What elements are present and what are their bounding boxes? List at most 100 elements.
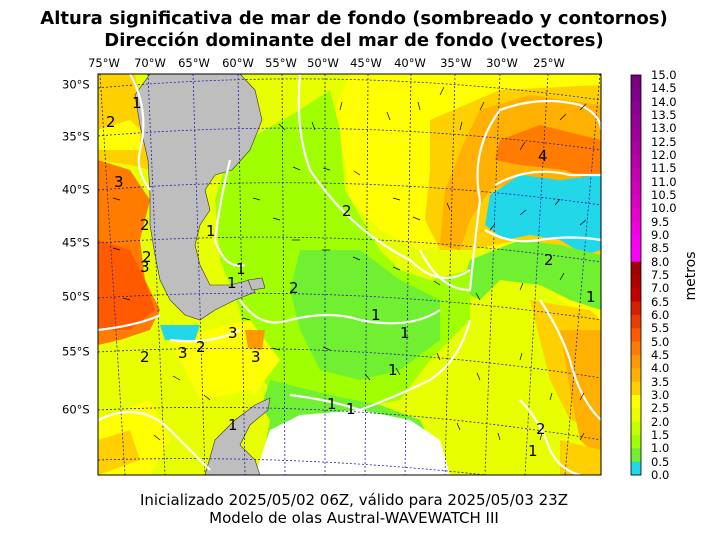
antarctic-ice	[255, 410, 450, 475]
colorbar-tick-label: 14.5	[651, 81, 677, 96]
contour-label: 3	[251, 348, 261, 366]
colorbar-tick-label: 14.0	[651, 94, 677, 109]
colorbar-tick-label: 12.5	[651, 134, 677, 149]
contour-labels: 1 2 3 2 1 1 1 2 1 1 2 3 3 2 3 1 1 1 4 2 …	[106, 94, 596, 460]
colorbar-tick-label: 11.5	[651, 161, 677, 176]
colorbar-cell	[631, 88, 641, 103]
colorbar-cell	[631, 448, 641, 463]
field-0-drake-cyan	[160, 325, 200, 340]
colorbar-cell	[631, 128, 641, 143]
lon-tick: 30°W	[486, 56, 518, 70]
direction-vectors	[112, 86, 587, 441]
land-antarctic-peninsula	[204, 397, 271, 475]
colorbar-tick-label: 6.0	[651, 308, 670, 322]
colorbar-cell	[631, 248, 641, 263]
contour-label: 1	[346, 400, 356, 418]
contour-label: 2	[342, 202, 352, 220]
lon-tick: 35°W	[440, 56, 472, 70]
contour-label: 4	[538, 147, 548, 165]
colorbar-cell	[631, 381, 641, 396]
colorbar-cell	[631, 275, 641, 289]
lat-tick: 60°S	[62, 402, 90, 417]
colorbar-cell	[631, 235, 641, 249]
colorbar-tick-label: 12.0	[651, 148, 677, 162]
colorbar-unit-label: metros	[683, 251, 699, 301]
colorbar-tick-label: 4.0	[651, 361, 670, 376]
lat-tick: 50°S	[62, 289, 90, 304]
colorbar-tick-label: 5.0	[651, 334, 670, 349]
colorbar-tick-label: 7.5	[651, 268, 670, 282]
colorbar-cell	[631, 368, 641, 383]
colorbar-cell	[631, 195, 641, 209]
colorbar-tick-label: 11.0	[651, 174, 677, 189]
colorbar-cell	[631, 261, 641, 276]
colorbar-frame	[630, 74, 642, 476]
contour-label: 2	[196, 338, 206, 356]
contour-label: 3	[140, 258, 150, 276]
colorbar-cell	[631, 155, 641, 169]
contour-label: 1	[327, 395, 337, 413]
lat-tick: 45°S	[62, 235, 90, 250]
field-3-south-corner	[560, 440, 601, 475]
footer-line-2: Modelo de olas Austral-WAVEWATCH III	[209, 509, 499, 527]
field-0-east-cyan	[485, 175, 601, 255]
colorbar-cell	[631, 341, 641, 356]
title-line-1: Altura significativa de mar de fondo (so…	[40, 8, 668, 29]
colorbar-cell	[631, 168, 641, 183]
colorbar-cell	[631, 435, 641, 449]
colorbar-cell	[631, 301, 641, 316]
lon-tick: 40°W	[394, 56, 426, 70]
field-2-5-northwest	[98, 120, 140, 150]
contour-label: 3	[178, 344, 188, 362]
lon-tick: 75°W	[88, 56, 120, 70]
contour-label: 2	[140, 216, 150, 234]
colorbar-cell	[631, 328, 641, 343]
colorbar-cell	[631, 75, 641, 89]
lat-tick: 35°S	[62, 129, 90, 144]
contour-label: 1	[528, 442, 538, 460]
contour-label: 1	[228, 416, 238, 434]
colorbar-tick-label: 5.5	[651, 321, 670, 336]
field-5-pacific	[98, 240, 155, 330]
colorbar-cell	[631, 221, 641, 236]
field-0-5-central	[290, 250, 440, 380]
colorbar-cell	[631, 421, 641, 436]
contour-label: 1	[206, 222, 216, 240]
contour-label: 1	[132, 94, 142, 112]
footer-line-1: Inicializado 2025/05/02 06Z, válido para…	[140, 491, 568, 509]
colorbar-tick-label: 10.5	[651, 188, 677, 202]
contour-label: 2	[289, 279, 299, 297]
colorbar-tick-label: 3.0	[651, 388, 670, 402]
colorbar-cell	[631, 141, 641, 156]
contour-label: 2	[106, 113, 116, 131]
contour-label: 1	[371, 306, 381, 324]
colorbar-tick-label: 9.5	[651, 214, 670, 229]
colorbar-tick-label: 0.5	[651, 454, 670, 469]
lat-tick: 40°S	[62, 182, 90, 197]
colorbar-cell	[631, 408, 641, 423]
field-0-5-east-green	[460, 240, 601, 310]
contour-label: 2	[140, 348, 150, 366]
contour-label: 2	[142, 248, 152, 266]
colorbar-cell	[631, 395, 641, 409]
lon-tick: 65°W	[178, 56, 210, 70]
lon-tick: 50°W	[307, 56, 339, 70]
colorbar-tick-label: 7.0	[651, 281, 670, 296]
colorbar-tick-label: 13.0	[651, 121, 677, 136]
colorbar-cell	[631, 461, 641, 476]
lon-tick: 70°W	[134, 56, 166, 70]
colorbar-tick-label: 4.5	[651, 348, 670, 362]
colorbar-cell	[631, 315, 641, 329]
graticule	[98, 74, 601, 475]
field-4-drake-spot	[245, 330, 265, 350]
colorbar-cell	[631, 288, 641, 303]
contour-label: 1	[400, 324, 410, 342]
contour-label: 1	[236, 260, 246, 278]
lon-tick: 25°W	[533, 56, 565, 70]
lon-tick: 60°W	[222, 56, 254, 70]
colorbar-tick-label: 0.0	[651, 468, 670, 482]
colorbar-cell	[631, 355, 641, 369]
contour-label: 2	[544, 251, 554, 269]
